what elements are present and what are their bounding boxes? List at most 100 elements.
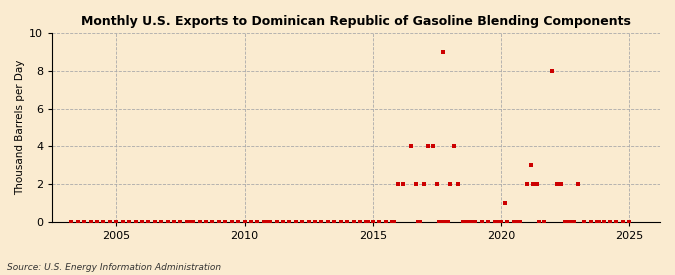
Point — [335, 219, 346, 224]
Point — [423, 144, 434, 148]
Point — [556, 182, 566, 186]
Point — [462, 219, 472, 224]
Point — [72, 219, 83, 224]
Point — [433, 219, 444, 224]
Point — [489, 219, 500, 224]
Point — [406, 144, 416, 148]
Point — [117, 219, 128, 224]
Point — [500, 201, 511, 205]
Point — [526, 163, 537, 167]
Point — [412, 219, 423, 224]
Point — [398, 182, 408, 186]
Point — [323, 219, 333, 224]
Point — [564, 219, 575, 224]
Point — [457, 219, 468, 224]
Point — [483, 219, 493, 224]
Point — [440, 219, 451, 224]
Point — [239, 219, 250, 224]
Point — [427, 144, 438, 148]
Point — [477, 219, 487, 224]
Point — [149, 219, 160, 224]
Point — [547, 69, 558, 73]
Point — [361, 219, 372, 224]
Point — [348, 219, 359, 224]
Point — [414, 219, 425, 224]
Point — [568, 219, 579, 224]
Point — [532, 182, 543, 186]
Point — [188, 219, 198, 224]
Point — [534, 219, 545, 224]
Point — [431, 182, 442, 186]
Point — [194, 219, 205, 224]
Point — [85, 219, 96, 224]
Point — [162, 219, 173, 224]
Point — [220, 219, 231, 224]
Point — [618, 219, 628, 224]
Point — [169, 219, 180, 224]
Point — [470, 219, 481, 224]
Point — [539, 219, 549, 224]
Point — [233, 219, 244, 224]
Point — [442, 219, 453, 224]
Point — [374, 219, 385, 224]
Point — [444, 182, 455, 186]
Y-axis label: Thousand Barrels per Day: Thousand Barrels per Day — [15, 60, 25, 195]
Point — [551, 182, 562, 186]
Point — [354, 219, 365, 224]
Point — [200, 219, 211, 224]
Point — [124, 219, 134, 224]
Point — [418, 182, 429, 186]
Point — [182, 219, 192, 224]
Point — [259, 219, 269, 224]
Point — [389, 219, 400, 224]
Text: Source: U.S. Energy Information Administration: Source: U.S. Energy Information Administ… — [7, 263, 221, 272]
Point — [310, 219, 321, 224]
Point — [449, 144, 460, 148]
Point — [572, 182, 583, 186]
Point — [290, 219, 301, 224]
Point — [130, 219, 141, 224]
Point — [495, 219, 506, 224]
Point — [453, 182, 464, 186]
Point — [508, 219, 519, 224]
Point — [105, 219, 115, 224]
Point — [156, 219, 167, 224]
Point — [380, 219, 391, 224]
Point — [464, 219, 475, 224]
Point — [598, 219, 609, 224]
Point — [213, 219, 224, 224]
Point — [579, 219, 590, 224]
Point — [560, 219, 570, 224]
Point — [284, 219, 295, 224]
Point — [387, 219, 398, 224]
Point — [207, 219, 218, 224]
Title: Monthly U.S. Exports to Dominican Republic of Gasoline Blending Components: Monthly U.S. Exports to Dominican Republ… — [81, 15, 631, 28]
Point — [624, 219, 634, 224]
Point — [92, 219, 103, 224]
Point — [594, 219, 605, 224]
Point — [342, 219, 352, 224]
Point — [502, 219, 513, 224]
Point — [410, 182, 421, 186]
Point — [491, 219, 502, 224]
Point — [261, 219, 271, 224]
Point — [393, 182, 404, 186]
Point — [246, 219, 256, 224]
Point — [98, 219, 109, 224]
Point — [136, 219, 147, 224]
Point — [363, 219, 374, 224]
Point — [252, 219, 263, 224]
Point — [611, 219, 622, 224]
Point — [436, 219, 447, 224]
Point — [226, 219, 237, 224]
Point — [297, 219, 308, 224]
Point — [521, 182, 532, 186]
Point — [329, 219, 340, 224]
Point — [79, 219, 90, 224]
Point — [66, 219, 77, 224]
Point — [585, 219, 596, 224]
Point — [438, 50, 449, 54]
Point — [277, 219, 288, 224]
Point — [367, 219, 378, 224]
Point — [605, 219, 616, 224]
